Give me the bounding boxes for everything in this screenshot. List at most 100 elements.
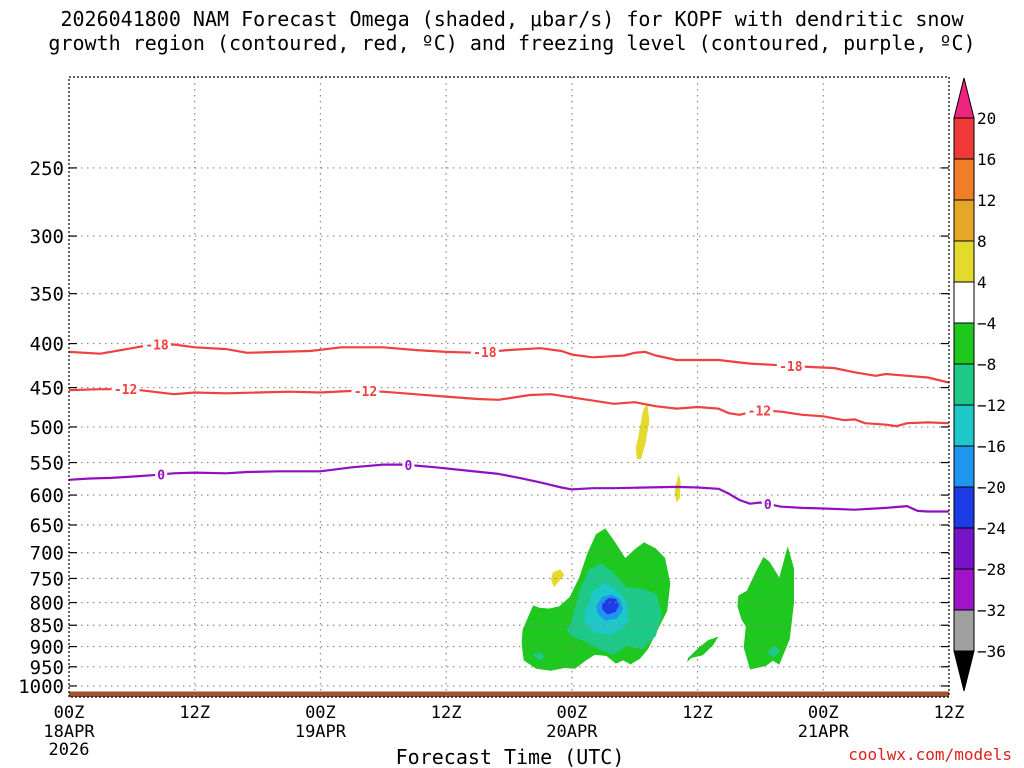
colorbar-swatch-8: [953, 404, 975, 447]
chart-title-line-1: 2026041800 NAM Forecast Omega (shaded, μ…: [60, 7, 964, 31]
colorbar-swatch-1: [953, 117, 975, 160]
y-tick-label-950: 950: [30, 657, 64, 679]
y-tick-label-650: 650: [30, 515, 64, 537]
colorbar-swatch-3: [953, 199, 975, 242]
colorbar-bottom-arrow: [953, 650, 975, 692]
y-tick-label-500: 500: [30, 417, 64, 439]
contour-label-0-3: 0: [764, 498, 772, 513]
y-tick-label-400: 400: [30, 334, 64, 356]
y-tick-label-250: 250: [30, 158, 64, 180]
omega-shade-region-6: [687, 636, 719, 662]
contour-label-bg--18-2: [470, 345, 499, 360]
terrain-layer: [69, 691, 949, 697]
x-tick-label-1: 12Z: [179, 703, 210, 723]
y-tick-label-850: 850: [30, 615, 64, 637]
contour-line--18: [68, 343, 950, 384]
omega-shade-region-10: [635, 403, 650, 460]
grid-layer: [69, 77, 949, 697]
y-tick-label-300: 300: [30, 226, 64, 248]
colorbar-label-8: −12: [977, 396, 1006, 415]
colorbar-swatch-12: [953, 568, 975, 611]
omega-shade-region-7: [737, 546, 794, 670]
contour-label--18-3: -18: [779, 360, 803, 375]
colorbar-top-arrow: [953, 77, 975, 119]
omega-shade-region-12: [550, 569, 565, 588]
x-tick-label-7: 12Z: [934, 703, 965, 723]
omega-shade-region-5: [602, 597, 619, 615]
chart-title-line-2: growth region (contoured, red, ºC) and f…: [48, 31, 976, 55]
contour-label-0-1: 0: [157, 468, 165, 483]
contour-label-bg-0-2: [402, 457, 415, 472]
contour-label--12-3: -12: [748, 404, 771, 419]
colorbar-swatch-5: [953, 281, 975, 324]
y-tick-label-350: 350: [30, 284, 64, 306]
x-tick-label-6: 00Z: [808, 703, 839, 723]
omega-shade-region-11: [674, 473, 681, 503]
colorbar-label-7: −8: [977, 355, 996, 374]
x-tick-date-4: 20APR: [546, 722, 598, 742]
colorbar-label-13: −32: [977, 601, 1006, 620]
colorbar-label-10: −20: [977, 478, 1006, 497]
axes-layer: [68, 76, 950, 698]
contour-line-0: [68, 463, 949, 513]
terrain-fill: [69, 691, 949, 697]
omega-shade-region-9: [533, 651, 545, 661]
colorbar-label-3: 12: [977, 191, 996, 210]
contour-label--18-2: -18: [473, 346, 497, 361]
y-tick-label-800: 800: [30, 593, 64, 615]
colorbar-swatch-2: [953, 158, 975, 201]
x-tick-label-3: 12Z: [431, 703, 462, 723]
x-tick-year-0: 2026: [49, 740, 90, 760]
colorbar: 20 16 12 8 4 −4 −8 −12 −16 −20 −24 −28 −32 −36: [953, 77, 1006, 692]
y-tick-label-900: 900: [30, 637, 64, 659]
colorbar-label-4: 8: [977, 232, 987, 251]
contour-label-bg--12-3: [745, 403, 774, 418]
colorbar-swatch-4: [953, 240, 975, 283]
colorbar-label-2: 16: [977, 150, 996, 169]
colorbar-label-12: −28: [977, 560, 1006, 579]
x-tick-date-0: 18APR: [43, 722, 95, 742]
contour-label--12-1: -12: [114, 383, 137, 398]
contour-label--12-2: -12: [354, 385, 377, 400]
contour-label-bg-0-3: [761, 496, 774, 511]
x-tick-label-5: 12Z: [682, 703, 713, 723]
colorbar-label-6: −4: [977, 314, 996, 333]
contour-label-bg-0-1: [155, 467, 168, 482]
contour-label--18-1: -18: [145, 338, 169, 353]
x-tick-date-6: 21APR: [798, 722, 850, 742]
x-axis-label: Forecast Time (UTC): [396, 745, 625, 768]
colorbar-swatch-9: [953, 445, 975, 488]
y-tick-label-450: 450: [30, 378, 64, 400]
x-tick-date-2: 19APR: [295, 722, 347, 742]
colorbar-label-5: 4: [977, 273, 987, 292]
contour-label-bg--12-1: [111, 382, 140, 397]
colorbar-swatch-7: [953, 363, 975, 406]
colorbar-label-1: 20: [977, 109, 996, 128]
credit-text: coolwx.com/models: [848, 745, 1012, 764]
contour-label-bg--12-2: [351, 384, 380, 399]
omega-shading-layer: [521, 403, 794, 671]
colorbar-label-11: −24: [977, 519, 1006, 538]
y-tick-label-550: 550: [30, 453, 64, 475]
omega-shade-region-8: [767, 645, 781, 658]
x-tick-label-0: 00Z: [54, 703, 85, 723]
colorbar-swatch-10: [953, 486, 975, 529]
x-tick-label-4: 00Z: [556, 703, 587, 723]
y-tick-label-600: 600: [30, 485, 64, 507]
contour-label-0-2: 0: [405, 459, 413, 474]
colorbar-swatch-6: [953, 322, 975, 365]
y-tick-labels: 2503003504004505005506006507007508008509…: [18, 158, 64, 698]
y-tick-label-700: 700: [30, 543, 64, 565]
contour-layer: -18 -18 -18 -12 -12 -12 0 0 0: [68, 337, 950, 513]
colorbar-swatch-11: [953, 527, 975, 570]
contour-line--12: [68, 388, 950, 428]
contour-label-bg--18-1: [143, 337, 171, 352]
colorbar-label-9: −16: [977, 437, 1006, 456]
y-tick-label-750: 750: [30, 568, 64, 590]
y-tick-label-1000: 1000: [18, 676, 64, 698]
contour-label-bg--18-3: [776, 358, 805, 373]
colorbar-swatch-13: [953, 609, 975, 652]
